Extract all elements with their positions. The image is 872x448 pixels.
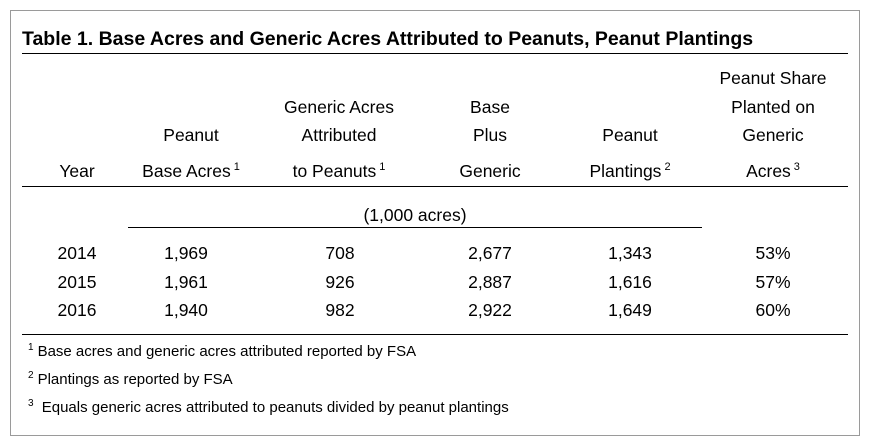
table-row-2014-year: 2014 [57, 243, 97, 263]
table-row-2016-year: 2016 [57, 300, 97, 320]
header-generic-line3: to Peanuts 1 [293, 161, 386, 184]
footnote-3-text: Equals generic acres attributed to peanu… [37, 399, 509, 416]
header-generic-line1: Generic Acres [284, 97, 394, 117]
units-rule [128, 227, 702, 228]
footnote-2-mark: 2 [28, 370, 34, 381]
header-share-line3: Generic [742, 125, 804, 145]
header-generic-line2: Attributed [301, 125, 377, 145]
header-generic-label: to Peanuts [292, 161, 377, 181]
table-row-2016-combined: 2,922 [468, 300, 512, 320]
table-row-2016-share: 60% [755, 300, 791, 320]
table-title: Table 1. Base Acres and Generic Acres At… [22, 28, 754, 50]
table-row-2015-generic: 926 [325, 272, 355, 292]
header-year: Year [59, 161, 95, 181]
header-base-line2: Base Acres 1 [142, 161, 240, 184]
header-share-line2: Planted on [731, 97, 815, 117]
footnote-2-text: Plantings as reported by FSA [37, 371, 233, 388]
table-row-2015-combined: 2,887 [468, 272, 512, 292]
header-rule [22, 186, 848, 187]
footnote-1: 1 Base acres and generic acres attributed… [28, 342, 417, 363]
table-row-2016-base: 1,940 [164, 300, 208, 320]
header-share-label: Acres [746, 161, 791, 181]
header-base-line1: Peanut [163, 125, 219, 145]
header-plantings-line2: Plantings 2 [589, 161, 670, 184]
table-row-2016-generic: 982 [325, 300, 355, 320]
footnote-2: 2 Plantings as reported by FSA [28, 370, 233, 391]
header-plantings-label: Plantings [589, 161, 662, 181]
header-combined-line3: Generic [459, 161, 521, 181]
header-share-note: 3 [793, 161, 800, 173]
table-row-2015-year: 2015 [57, 272, 97, 292]
header-base-label: Base Acres [142, 161, 231, 181]
table-frame [10, 10, 860, 436]
table-row-2016-plantings: 1,649 [608, 300, 652, 320]
table-row-2014-plantings: 1,343 [608, 243, 652, 263]
table-row-2015-base: 1,961 [164, 272, 208, 292]
table-row-2015-share: 57% [755, 272, 791, 292]
footnote-3: 3 Equals generic acres attributed to pea… [28, 398, 509, 419]
header-combined-line2: Plus [472, 125, 508, 145]
header-combined-line1: Base [470, 97, 510, 117]
title-rule [22, 53, 848, 54]
units-label: (1,000 acres) [363, 205, 467, 225]
header-share-line4: Acres 3 [746, 161, 800, 184]
table-row-2014-base: 1,969 [164, 243, 208, 263]
header-base-note: 1 [233, 161, 240, 173]
footnote-1-mark: 1 [28, 342, 34, 353]
table-row-2014-share: 53% [755, 243, 791, 263]
table-row-2014-combined: 2,677 [468, 243, 512, 263]
table-row-2015-plantings: 1,616 [608, 272, 652, 292]
header-share-line1: Peanut Share [719, 68, 827, 88]
header-plantings-line1: Peanut [602, 125, 658, 145]
header-generic-note: 1 [379, 161, 386, 173]
footnote-1-text: Base acres and generic acres attributed … [37, 343, 417, 360]
footnote-3-mark: 3 [28, 398, 34, 409]
table-bottom-rule [22, 334, 848, 335]
table-row-2014-generic: 708 [325, 243, 355, 263]
header-plantings-note: 2 [664, 161, 671, 173]
